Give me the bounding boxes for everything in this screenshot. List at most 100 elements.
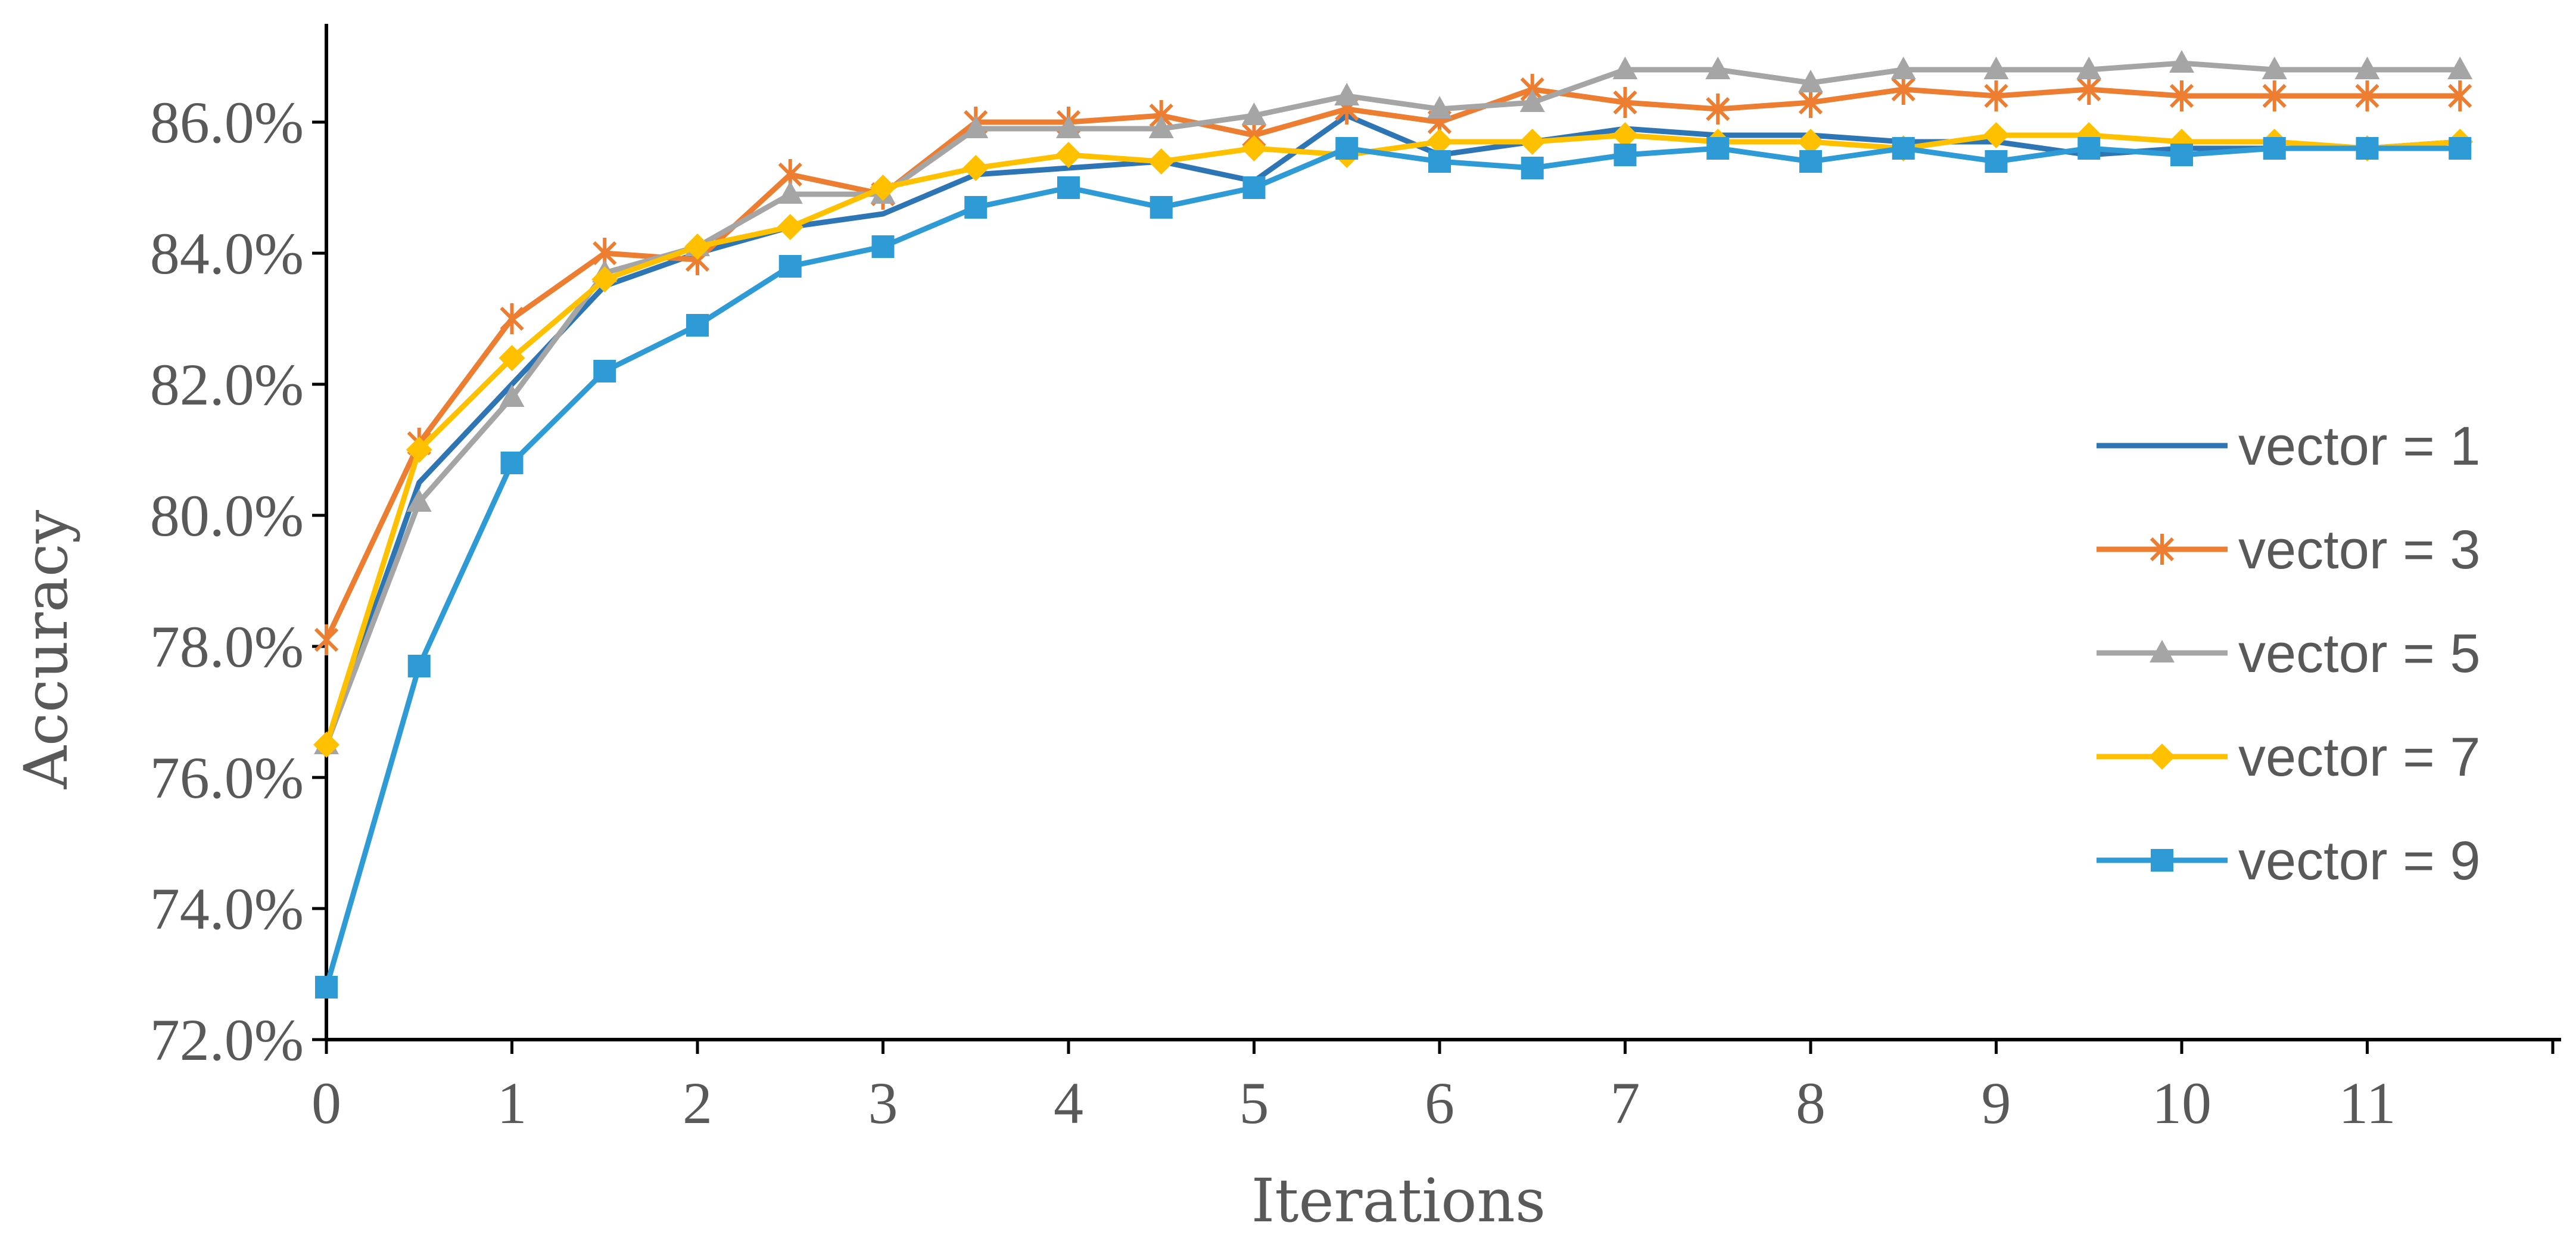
data-point	[2355, 80, 2379, 111]
data-point	[315, 976, 338, 999]
data-point	[2169, 50, 2194, 73]
legend-item: vector = 5	[2097, 623, 2481, 684]
data-point	[2077, 137, 2101, 160]
data-point	[778, 255, 802, 278]
series-4	[313, 122, 2474, 758]
data-point	[1890, 57, 1916, 79]
data-point	[2449, 137, 2472, 160]
y-tick-label: 72.0%	[150, 1007, 304, 1073]
y-axis-title: Accuracy	[11, 509, 81, 789]
data-point	[2169, 80, 2194, 111]
data-point	[593, 360, 616, 382]
data-point	[1706, 94, 1730, 125]
legend-label: vector = 1	[2238, 416, 2481, 477]
data-point	[1984, 80, 2008, 111]
data-point	[2354, 57, 2380, 79]
data-point	[1055, 142, 1082, 168]
x-tick-label: 1	[497, 1070, 527, 1136]
data-point	[499, 345, 525, 371]
data-point	[500, 303, 524, 334]
data-point	[591, 266, 618, 293]
y-ticks: 72.0% 74.0% 76.0% 78.0% 80.0% 82.0% 84.0% 86.0%	[150, 89, 326, 1073]
legend-marker	[2150, 640, 2175, 662]
legend: vector = 1 vector = 3 vector = 5 vector = 7…	[2097, 416, 2481, 891]
data-point	[2448, 80, 2472, 111]
data-point	[499, 384, 525, 407]
x-tick-label: 8	[1796, 1070, 1826, 1136]
data-point	[1242, 176, 1266, 199]
data-point	[314, 624, 339, 655]
data-point	[777, 181, 803, 204]
legend-label: vector = 7	[2238, 727, 2481, 788]
x-tick-label: 9	[1982, 1070, 2011, 1136]
data-point	[1705, 57, 1731, 79]
y-tick-label: 76.0%	[150, 745, 304, 811]
legend-marker	[2151, 849, 2173, 872]
series-line	[323, 86, 2463, 643]
data-point	[1150, 196, 1173, 219]
data-point	[1985, 150, 2008, 173]
data-point	[2076, 57, 2102, 79]
data-point	[2356, 137, 2379, 160]
y-tick-label: 80.0%	[150, 483, 304, 549]
data-point	[1613, 87, 1637, 118]
data-point	[1613, 144, 1637, 166]
y-tick-label: 84.0%	[150, 220, 304, 287]
data-point	[1427, 96, 1452, 119]
data-point	[963, 116, 989, 138]
data-point	[1799, 150, 1822, 173]
data-point	[686, 314, 709, 337]
data-point	[1056, 116, 1081, 138]
x-tick-label: 7	[1611, 1070, 1640, 1136]
x-tick-label: 11	[2338, 1070, 2396, 1136]
data-point	[684, 234, 711, 260]
y-tick-label: 86.0%	[150, 89, 304, 155]
x-axis-title: Iterations	[1251, 1166, 1546, 1236]
series-line	[323, 60, 2463, 748]
x-tick-label: 3	[868, 1070, 898, 1136]
data-point	[1706, 137, 1730, 160]
data-point	[870, 175, 896, 201]
data-point	[2447, 57, 2473, 79]
series	[313, 50, 2474, 999]
data-point	[1428, 150, 1451, 173]
x-tick-label: 10	[2152, 1070, 2211, 1136]
legend-item: vector = 3	[2097, 520, 2481, 580]
data-point	[964, 196, 988, 219]
data-point	[2262, 57, 2287, 79]
data-point	[1335, 137, 1359, 160]
data-point	[2262, 80, 2287, 111]
x-tick-label: 4	[1054, 1070, 1083, 1136]
legend-item: vector = 9	[2097, 830, 2481, 891]
data-point	[1612, 57, 1638, 79]
data-point	[1241, 102, 1267, 125]
data-point	[1334, 83, 1360, 105]
series-5	[315, 137, 2472, 999]
series-line	[323, 132, 2463, 748]
data-point	[313, 732, 339, 758]
y-tick-label: 78.0%	[150, 614, 304, 680]
axes: 72.0% 74.0% 76.0% 78.0% 80.0% 82.0% 84.0% 86.0%…	[150, 24, 2561, 1136]
data-point	[1057, 176, 1080, 199]
data-point	[1521, 157, 1544, 179]
data-point	[1983, 122, 2010, 148]
legend-item: vector = 7	[2097, 727, 2481, 788]
x-tick-label: 2	[683, 1070, 712, 1136]
legend-label: vector = 3	[2238, 520, 2481, 580]
y-tick-label: 74.0%	[150, 876, 304, 942]
data-point	[1519, 129, 1546, 155]
data-point	[871, 235, 895, 258]
legend-label: vector = 5	[2238, 623, 2481, 684]
legend-item: vector = 1	[2097, 416, 2481, 477]
legend-marker	[2149, 744, 2175, 770]
data-point	[1798, 70, 1823, 92]
data-point	[406, 437, 432, 463]
data-point	[1148, 116, 1174, 138]
data-point	[500, 452, 524, 474]
data-point	[1426, 129, 1453, 155]
x-tick-label: 6	[1425, 1070, 1454, 1136]
series-2	[314, 74, 2472, 655]
data-point	[1519, 89, 1545, 112]
data-point	[1612, 122, 1639, 148]
